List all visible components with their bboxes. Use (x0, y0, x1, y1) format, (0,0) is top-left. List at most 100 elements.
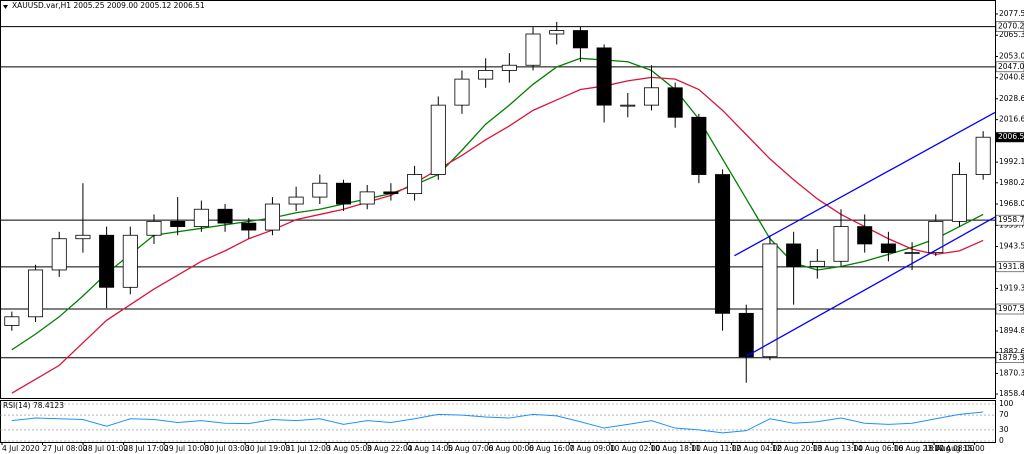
x-tick-label: 14 Aug 06:00 (853, 444, 904, 453)
level-label: 2047.08 (998, 62, 1024, 71)
x-tick-label: 30 Jul 03:00 (205, 444, 250, 453)
x-tick-label: 10 Aug 02:00 (610, 444, 661, 453)
y-tick-label: 1894.85 (999, 326, 1024, 335)
rsi-tick-label: 70 (999, 410, 1009, 419)
level-label: 1958.71 (998, 215, 1024, 224)
level-label-box (995, 61, 1024, 73)
x-tick-label: 28 Jul 17:00 (124, 444, 169, 453)
candle-body (975, 136, 991, 175)
x-tick-label: 28 Jul 01:00 (83, 444, 128, 453)
candle-body (407, 174, 423, 195)
level-label: 1931.81 (998, 262, 1024, 271)
x-tick-label: 31 Jul 12:00 (286, 444, 331, 453)
y-tick-label: 1968.00 (999, 199, 1024, 208)
candle-body (122, 234, 138, 288)
x-tick-label: 13 Aug 13:00 (812, 444, 863, 453)
candle-body (478, 70, 494, 80)
candle-body (336, 182, 352, 205)
candle-body (904, 252, 920, 255)
candle-body (809, 260, 825, 267)
candle-body (643, 87, 659, 106)
candle-body (28, 269, 44, 318)
candle-body (193, 208, 209, 227)
x-tick-label: 3 Aug 05:00 (326, 444, 372, 453)
candle-body (951, 174, 967, 222)
x-tick-label: 27 Jul 08:00 (43, 444, 88, 453)
candle-body (288, 196, 304, 205)
candle-body (146, 220, 162, 236)
level-label-box (995, 214, 1024, 226)
candle-body (762, 243, 778, 358)
candle-body (525, 33, 541, 66)
trendline (734, 111, 996, 257)
main-panel (0, 0, 996, 399)
x-tick-label: 16 Aug 23:00 (894, 444, 945, 453)
rsi-tick-label: 100 (999, 399, 1014, 408)
x-tick-label: 4 Jul 2020 (2, 444, 40, 453)
moving-average (11, 57, 984, 351)
y-tick-label: 2028.65 (999, 94, 1024, 103)
candle-body (501, 64, 517, 71)
candle-body (786, 243, 802, 267)
candle-body (264, 203, 280, 231)
x-tick-label: 29 Jul 10:00 (164, 444, 209, 453)
symbol-marker (3, 5, 8, 9)
candle-body (217, 208, 233, 224)
y-tick-label: 2016.65 (999, 115, 1024, 124)
candle-body (715, 174, 731, 314)
x-tick-label: 7 Aug 09:00 (569, 444, 615, 453)
trendline (745, 216, 996, 357)
x-tick-label: 30 Jul 19:00 (245, 444, 290, 453)
candle-body (170, 220, 186, 227)
y-tick-label: 2065.30 (999, 30, 1024, 39)
candle-body (596, 47, 612, 106)
candle-body (454, 78, 470, 106)
candle-body (359, 191, 375, 205)
x-tick-label: 4 Aug 14:00 (407, 444, 453, 453)
level-label-box (995, 21, 1024, 32)
x-tick-label: 17 Aug 15:00 (934, 444, 985, 453)
level-label: 1879.39 (998, 353, 1024, 362)
rsi-tick-label: 30 (999, 425, 1009, 434)
candle-body (75, 234, 91, 240)
y-tick-label: 2077.55 (999, 9, 1024, 18)
y-tick-label: 1943.50 (999, 242, 1024, 251)
x-tick-label: 11 Aug 11:00 (691, 444, 742, 453)
candle-body (928, 220, 944, 254)
y-tick-label: 2053.05 (999, 51, 1024, 60)
rsi-label: RSI(14) 78.4123 (3, 401, 64, 410)
moving-average (11, 76, 984, 394)
candle-body (833, 226, 849, 262)
candle-body (51, 238, 67, 271)
y-tick-label: 2040.80 (999, 73, 1024, 82)
level-label-box (995, 261, 1024, 273)
candle-body (383, 191, 399, 195)
rsi-panel (0, 400, 996, 443)
current-price-box (996, 132, 1024, 143)
candle-body (572, 30, 588, 49)
candle-body (99, 234, 115, 288)
rsi-tick-label: 0 (999, 436, 1004, 445)
candle-body (312, 182, 328, 198)
candle-body (857, 226, 873, 245)
y-tick-label: 1919.35 (999, 283, 1024, 292)
x-tick-label: 18 Aug 08:00 (924, 444, 975, 453)
y-tick-label: 1992.15 (999, 157, 1024, 166)
x-tick-label: 6 Aug 00:00 (488, 444, 534, 453)
y-tick-label: 1980.25 (999, 178, 1024, 187)
candle-body (667, 87, 683, 118)
x-tick-label: 10 Aug 18:00 (650, 444, 701, 453)
candle-body (4, 316, 20, 326)
y-tick-label: 1882.60 (999, 347, 1024, 356)
candle-body (738, 312, 754, 358)
x-tick-label: 12 Aug 04:00 (731, 444, 782, 453)
x-tick-label: 6 Aug 16:00 (529, 444, 575, 453)
x-tick-label: 12 Aug 20:00 (772, 444, 823, 453)
level-label: 1907.50 (998, 304, 1024, 313)
candle-body (241, 222, 257, 231)
chart-title: XAUUSD.var,H1 2005.25 2009.00 2005.12 20… (12, 1, 205, 10)
candle-body (549, 30, 565, 35)
level-label: 2070.24 (998, 22, 1024, 31)
